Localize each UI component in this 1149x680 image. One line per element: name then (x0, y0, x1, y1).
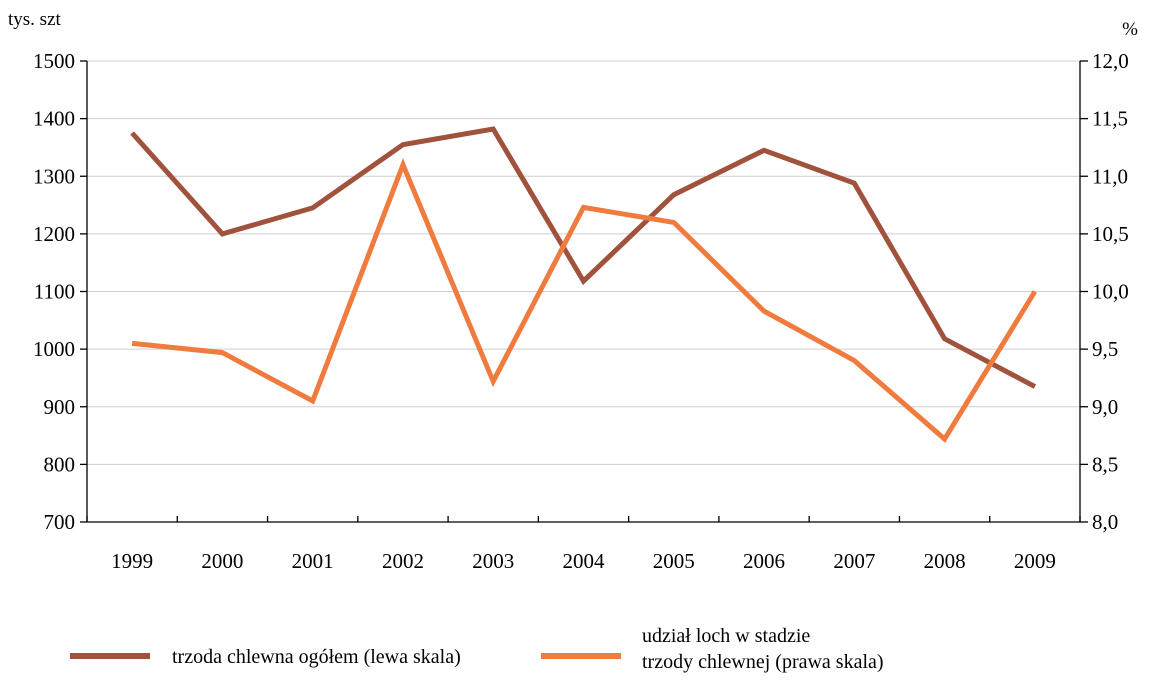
legend-label-series-2-line-2: trzody chlewnej (prawa skala) (642, 651, 884, 673)
y-right-tick-label-8: 12,0 (1092, 49, 1129, 73)
series-line-2 (131, 157, 1038, 443)
y-right-tick-label-5: 10,5 (1092, 222, 1129, 246)
y-left-tick-label-0: 700 (44, 510, 76, 534)
x-tick-label-2007: 2007 (833, 549, 875, 573)
x-tick-label-2009: 2009 (1014, 549, 1056, 573)
gridlines (87, 60, 1080, 465)
x-tick-label-2000: 2000 (201, 549, 243, 573)
y-right-tick-label-3: 9,5 (1092, 337, 1118, 361)
y-axis-right-ticks: 8,0 8,5 9,0 9,5 10,0 10,5 11,0 11,5 12,0 (1080, 49, 1129, 534)
y-left-tick-label-4: 1100 (34, 280, 75, 304)
x-tick-label-2006: 2006 (743, 549, 785, 573)
legend-label-series-2-line-1: udział loch w stadzie (642, 625, 810, 647)
y-axis-left-ticks: 700 800 900 1000 1100 1200 1300 1400 1500 (33, 49, 87, 534)
series-line-1 (130, 126, 1037, 389)
y-right-tick-label-7: 11,5 (1092, 107, 1128, 131)
x-tick-label-2008: 2008 (924, 549, 966, 573)
y-left-tick-label-2: 900 (44, 395, 76, 419)
x-tick-label-2002: 2002 (382, 549, 424, 573)
x-axis-ticks: 1999 2000 2001 2002 2003 2004 2005 2006 2007 2008… (86, 516, 1081, 573)
y-left-tick-label-6: 1300 (33, 164, 75, 188)
y-axis-right-unit-label: % (1122, 19, 1138, 40)
y-left-tick-label-1: 800 (44, 452, 76, 476)
y-left-tick-label-5: 1200 (33, 222, 75, 246)
x-tick-label-2001: 2001 (292, 549, 334, 573)
y-right-tick-label-6: 11,0 (1092, 164, 1128, 188)
y-left-tick-label-8: 1500 (33, 49, 75, 73)
x-tick-label-2004: 2004 (563, 549, 606, 573)
x-tick-label-2005: 2005 (653, 549, 695, 573)
y-right-tick-label-0: 8,0 (1092, 510, 1118, 534)
x-tick-label-2003: 2003 (472, 549, 514, 573)
legend: trzoda chlewna ogółem (lewa skala) udzia… (70, 625, 884, 673)
y-left-tick-label-7: 1400 (33, 107, 75, 131)
series-lines (130, 126, 1038, 443)
y-axis-left-unit-label: tys. szt (8, 9, 62, 30)
legend-label-series-1: trzoda chlewna ogółem (lewa skala) (172, 646, 461, 668)
y-right-tick-label-4: 10,0 (1092, 280, 1129, 304)
y-left-tick-label-3: 1000 (33, 337, 75, 361)
y-right-tick-label-1: 8,5 (1092, 452, 1118, 476)
x-tick-label-1999: 1999 (111, 549, 153, 573)
y-right-tick-label-2: 9,0 (1092, 395, 1118, 419)
